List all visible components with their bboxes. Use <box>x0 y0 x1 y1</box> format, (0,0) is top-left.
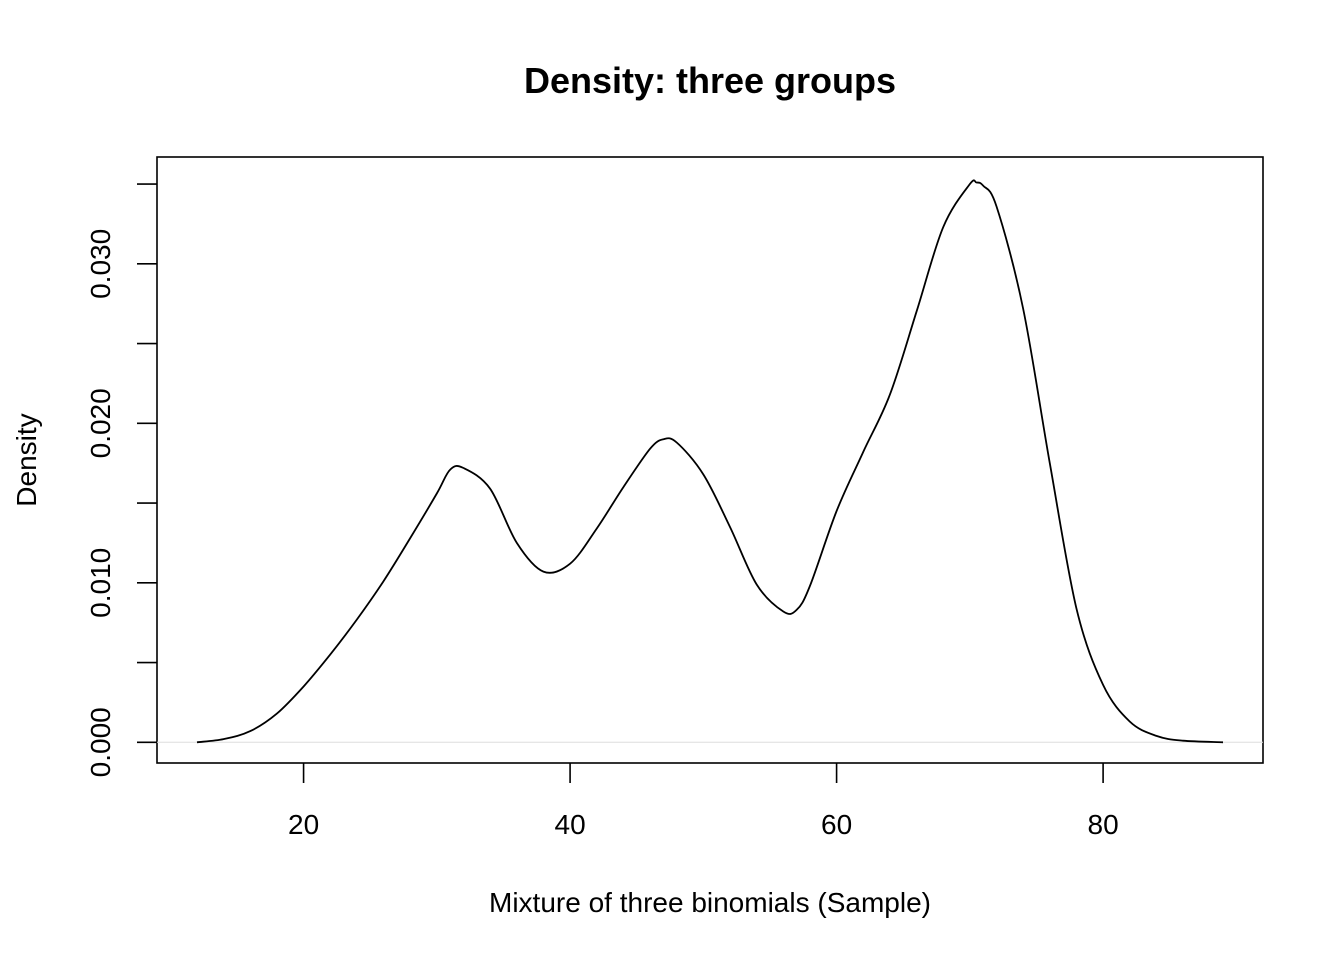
y-tick-label: 0.030 <box>85 229 116 299</box>
x-tick-label: 20 <box>288 809 319 840</box>
x-axis: 20 40 60 80 <box>288 763 1119 840</box>
density-curve <box>196 179 1224 744</box>
y-tick-label: 0.020 <box>85 388 116 458</box>
x-tick-label: 80 <box>1088 809 1119 840</box>
chart-title: Density: three groups <box>524 60 896 101</box>
plot-frame <box>156 156 1264 764</box>
y-tick-label: 0.010 <box>85 548 116 618</box>
x-axis-label: Mixture of three binomials (Sample) <box>489 887 931 918</box>
y-tick-label: 0.000 <box>85 707 116 777</box>
x-tick-label: 40 <box>555 809 586 840</box>
y-axis-label: Density <box>11 413 42 506</box>
y-axis: 0.000 0.010 0.020 0.030 <box>85 183 157 777</box>
x-tick-label: 60 <box>821 809 852 840</box>
